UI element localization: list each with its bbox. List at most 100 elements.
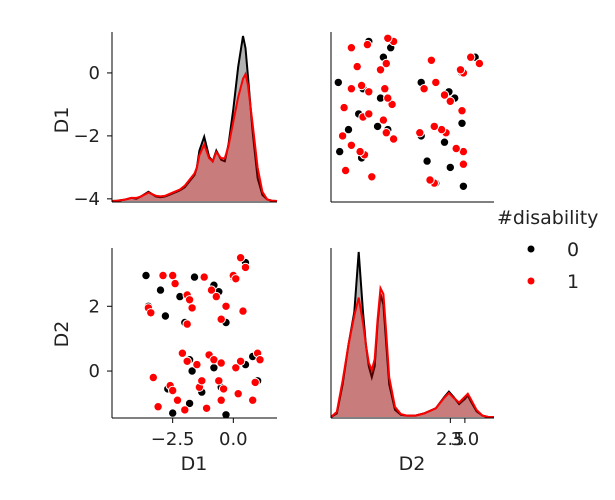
scatter-point-bl-s1-25 bbox=[231, 363, 241, 373]
scatter-point-bl-s1-24 bbox=[216, 358, 226, 368]
scatter-point-tr-s1-26 bbox=[381, 58, 391, 69]
scatter-point-bl-s1-7 bbox=[187, 303, 197, 313]
scatter-point-tr-s0-20 bbox=[343, 124, 354, 135]
scatter-point-tr-s1-30 bbox=[355, 146, 365, 157]
scatter-point-bl-s0-14 bbox=[209, 363, 219, 373]
scatter-point-bl-s1-14 bbox=[231, 274, 241, 284]
scatter-point-tr-s1-41 bbox=[346, 84, 357, 94]
legend-label-0: 0 bbox=[567, 239, 579, 261]
scatter-point-tr-s0-19 bbox=[333, 77, 343, 88]
kde-fill-series-1 bbox=[112, 74, 277, 201]
scatter-point-tr-s1-2 bbox=[458, 159, 469, 169]
kde-d1-series-1 bbox=[111, 71, 278, 202]
legend-marker-1 bbox=[527, 277, 535, 285]
scatter-point-bl-s1-32 bbox=[197, 376, 207, 386]
xtick-d2-tick-label-1: 3.0 bbox=[451, 429, 480, 450]
scatter-point-tr-s1-10 bbox=[445, 96, 455, 107]
scatter-point-tr-s1-28 bbox=[383, 33, 393, 43]
scatter-point-bl-s0-20 bbox=[184, 398, 195, 409]
scatter-point-bl-s1-37 bbox=[250, 377, 260, 388]
scatter-point-bl-s1-4 bbox=[170, 278, 180, 289]
ytick-d2-tick-label-0: 2 bbox=[89, 296, 100, 317]
scatter-point-tr-s1-35 bbox=[352, 61, 362, 72]
scatter-point-bl-s1-38 bbox=[172, 395, 183, 405]
scatter-point-tr-s1-36 bbox=[346, 43, 357, 53]
scatter-point-bl-s1-12 bbox=[221, 301, 231, 311]
scatter-point-tr-s0-4 bbox=[422, 156, 432, 166]
panel-d1-kde bbox=[111, 32, 278, 203]
ytick-d1-tick-label-0: 0 bbox=[89, 63, 100, 84]
panel-d1-vs-d2-scatter bbox=[111, 248, 277, 420]
ytick-d2-tick-label-1: 0 bbox=[89, 361, 100, 382]
panel-d2-vs-d1-scatter bbox=[330, 32, 494, 203]
ytick-d1-tick-label-1: −2 bbox=[73, 126, 100, 147]
scatter-point-tr-s1-19 bbox=[388, 134, 399, 144]
scatter-point-tr-s1-22 bbox=[387, 99, 397, 110]
kde-line-series-0 bbox=[330, 251, 494, 418]
scatter-point-tr-s1-33 bbox=[364, 87, 374, 97]
scatter-point-tr-s1-17 bbox=[426, 55, 437, 65]
scatter-point-tr-s0-13 bbox=[372, 121, 383, 132]
scatter-point-tr-s1-18 bbox=[419, 84, 429, 94]
scatter-point-bl-s0-1 bbox=[155, 285, 166, 295]
scatter-point-bl-s0-4 bbox=[160, 311, 171, 321]
scatter-top-right-points bbox=[333, 33, 485, 192]
scatter-point-bl-s1-11 bbox=[211, 291, 222, 302]
scatter-bottom-left-points bbox=[141, 253, 265, 420]
scatter-point-tr-s1-39 bbox=[337, 131, 348, 141]
scatter-point-bl-s0-5 bbox=[189, 272, 200, 282]
scatter-point-tr-s1-34 bbox=[356, 80, 367, 91]
kde-d2-series-1 bbox=[330, 284, 494, 418]
scatter-point-tr-s1-25 bbox=[375, 65, 386, 75]
kde-line-series-1 bbox=[330, 284, 494, 418]
scatter-point-tr-s1-24 bbox=[380, 84, 390, 94]
scatter-point-bl-s0-0 bbox=[141, 270, 151, 281]
scatter-point-tr-s1-14 bbox=[455, 65, 466, 75]
scatter-point-bl-s1-30 bbox=[168, 385, 178, 396]
scatter-point-tr-s1-9 bbox=[457, 106, 467, 116]
scatter-point-tr-s1-21 bbox=[378, 115, 389, 125]
scatter-point-bl-s0-19 bbox=[221, 410, 231, 420]
ytick-d1-tick-label-2: −4 bbox=[73, 189, 100, 210]
scatter-point-bl-s1-17 bbox=[238, 306, 248, 316]
scatter-point-bl-s1-10 bbox=[206, 285, 217, 295]
scatter-point-tr-s1-23 bbox=[383, 93, 393, 103]
scatter-point-bl-s1-41 bbox=[216, 395, 226, 405]
scatter-point-bl-s1-2 bbox=[158, 270, 168, 281]
legend-title: #disability bbox=[497, 207, 598, 229]
scatter-point-tr-s1-38 bbox=[346, 140, 357, 151]
scatter-point-bl-s1-43 bbox=[153, 402, 163, 412]
legend-label-1: 1 bbox=[567, 271, 579, 293]
scatter-point-bl-s1-36 bbox=[248, 395, 258, 405]
scatter-point-tr-s1-32 bbox=[364, 109, 374, 119]
scatter-point-bl-s1-40 bbox=[201, 403, 212, 413]
scatter-point-tr-s1-7 bbox=[429, 121, 439, 132]
scatter-point-tr-s0-1 bbox=[445, 162, 455, 173]
xtick-d1-tick-label-1: 0.0 bbox=[219, 429, 248, 450]
scatter-point-bl-s0-13 bbox=[187, 366, 197, 376]
scatter-point-tr-s1-11 bbox=[439, 90, 450, 100]
kde-fill-series-0 bbox=[112, 36, 277, 201]
scatter-point-bl-s0-23 bbox=[168, 408, 178, 418]
scatter-point-bl-s1-33 bbox=[214, 376, 224, 386]
scatter-point-bl-s1-6 bbox=[184, 295, 195, 305]
scatter-point-tr-s1-20 bbox=[381, 128, 391, 138]
scatter-point-bl-s1-9 bbox=[199, 272, 209, 282]
scatter-point-bl-s1-26 bbox=[235, 356, 246, 366]
xtick-d1-tick-label-0: −2.5 bbox=[151, 429, 195, 450]
scatter-point-tr-s0-23 bbox=[335, 146, 345, 157]
legend: #disability 0 1 bbox=[497, 207, 598, 293]
scatter-point-tr-s1-12 bbox=[431, 77, 441, 88]
scatter-point-tr-s1-37 bbox=[362, 39, 373, 50]
kde-line-series-1 bbox=[111, 71, 278, 202]
scatter-point-tr-s0-2 bbox=[439, 137, 450, 147]
legend-marker-0 bbox=[527, 245, 535, 253]
tick-layer: 0 −2 −4 2 0 −2.5 0.0 2.53.0 bbox=[73, 63, 479, 450]
col-label-right: D2 bbox=[399, 453, 426, 475]
scatter-point-bl-s1-15 bbox=[235, 253, 246, 263]
row-label-top: D1 bbox=[51, 107, 73, 134]
panel-d2-kde bbox=[330, 248, 494, 419]
scatter-point-tr-s0-5 bbox=[457, 118, 467, 129]
scatter-point-bl-s1-39 bbox=[180, 405, 190, 415]
